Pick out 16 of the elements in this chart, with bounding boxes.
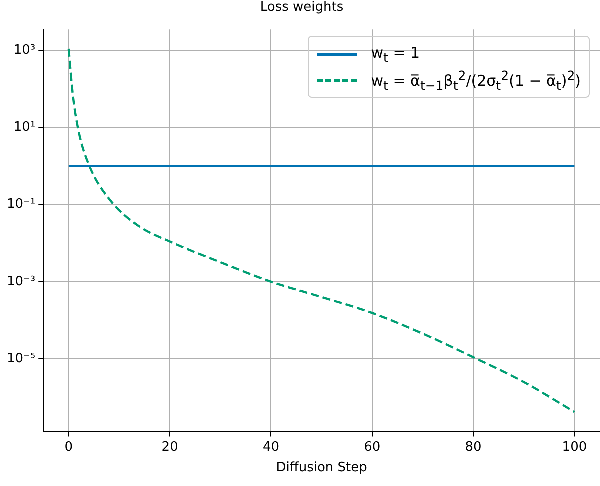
line-series: [68, 48, 576, 414]
y-tick-label: 10⁻³: [6, 274, 36, 290]
text: w$_{t}$ = α̅$_{t−1}$β$_{t}$$^{2}$/(2σ$_{t}$$^{2}$(1 − α̅$_{t}$)$^{2}$): [371, 68, 581, 92]
x-tick-label: 60: [364, 440, 381, 455]
y-tick-label: 10⁻¹: [6, 197, 36, 212]
y-tick-label: 10³: [14, 42, 36, 58]
x-tick-label: 100: [562, 440, 588, 455]
y-tick-label: 10⁻⁵: [6, 351, 36, 366]
x-tick-label: 20: [162, 440, 178, 455]
x-tick-label: 0: [64, 440, 74, 455]
x-tick-label: 40: [262, 440, 280, 455]
legend-label: w$_{t}$ = 1: [371, 44, 420, 64]
x-axis-title: Diffusion Step: [276, 460, 368, 476]
chart-title: Loss weights: [260, 0, 344, 16]
x-tick-label: 80: [465, 440, 482, 455]
y-tick-label: 10¹: [14, 120, 36, 136]
